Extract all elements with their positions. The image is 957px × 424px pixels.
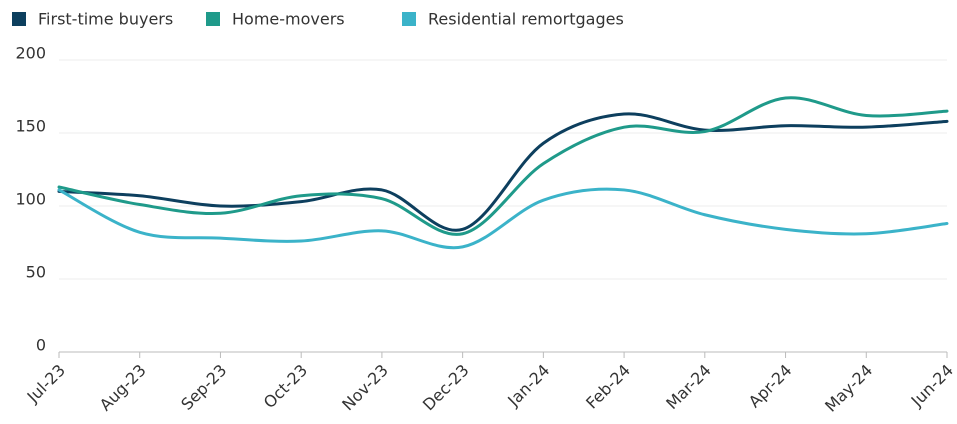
x-tick-label: May-24 [821,361,876,416]
y-tick-label: 150 [15,117,46,136]
y-tick-label: 0 [36,336,46,355]
x-tick-label: Oct-23 [260,361,311,412]
legend-label: Residential remortgages [428,10,624,29]
y-tick-label: 50 [26,263,46,282]
x-tick-label: Jan-24 [503,361,553,411]
legend-swatch [402,12,416,26]
x-tick-label: Nov-23 [338,361,392,415]
y-tick-label: 100 [15,190,46,209]
x-tick-label: Aug-23 [96,361,150,415]
line-series [57,187,949,250]
x-tick-label: Jul-23 [23,361,69,407]
legend-label: First-time buyers [38,10,173,29]
legend-swatch [12,12,26,26]
x-tick-label: Sep-23 [177,361,230,414]
x-tick-label: Apr-24 [745,361,796,412]
x-tick-label: Jun-24 [907,361,957,411]
line-series [57,96,949,236]
legend-swatch [206,12,220,26]
legend-label: Home-movers [232,10,345,29]
x-tick-label: Dec-23 [419,361,473,415]
line-series [57,112,949,232]
x-tick-label: Mar-24 [662,361,715,414]
y-tick-label: 200 [15,44,46,63]
x-tick-label: Feb-24 [582,361,634,413]
